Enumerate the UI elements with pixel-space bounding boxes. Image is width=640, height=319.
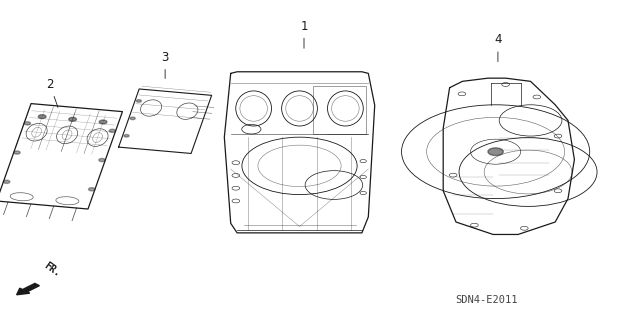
Text: SDN4-E2011: SDN4-E2011 — [455, 295, 518, 305]
Circle shape — [109, 129, 116, 132]
Text: 4: 4 — [494, 33, 502, 62]
Circle shape — [68, 117, 76, 121]
Circle shape — [3, 180, 10, 183]
Circle shape — [14, 151, 20, 154]
FancyArrow shape — [17, 283, 40, 295]
Circle shape — [124, 135, 129, 137]
Circle shape — [38, 115, 46, 119]
Circle shape — [488, 148, 503, 156]
Text: FR.: FR. — [42, 261, 63, 279]
Text: 1: 1 — [300, 20, 308, 48]
Circle shape — [136, 100, 141, 102]
Circle shape — [99, 159, 105, 162]
Circle shape — [88, 188, 95, 191]
Circle shape — [24, 122, 31, 125]
Circle shape — [130, 117, 135, 120]
Bar — [314, 86, 365, 134]
Circle shape — [99, 120, 107, 124]
Text: 2: 2 — [46, 78, 58, 108]
Text: 3: 3 — [161, 51, 169, 78]
